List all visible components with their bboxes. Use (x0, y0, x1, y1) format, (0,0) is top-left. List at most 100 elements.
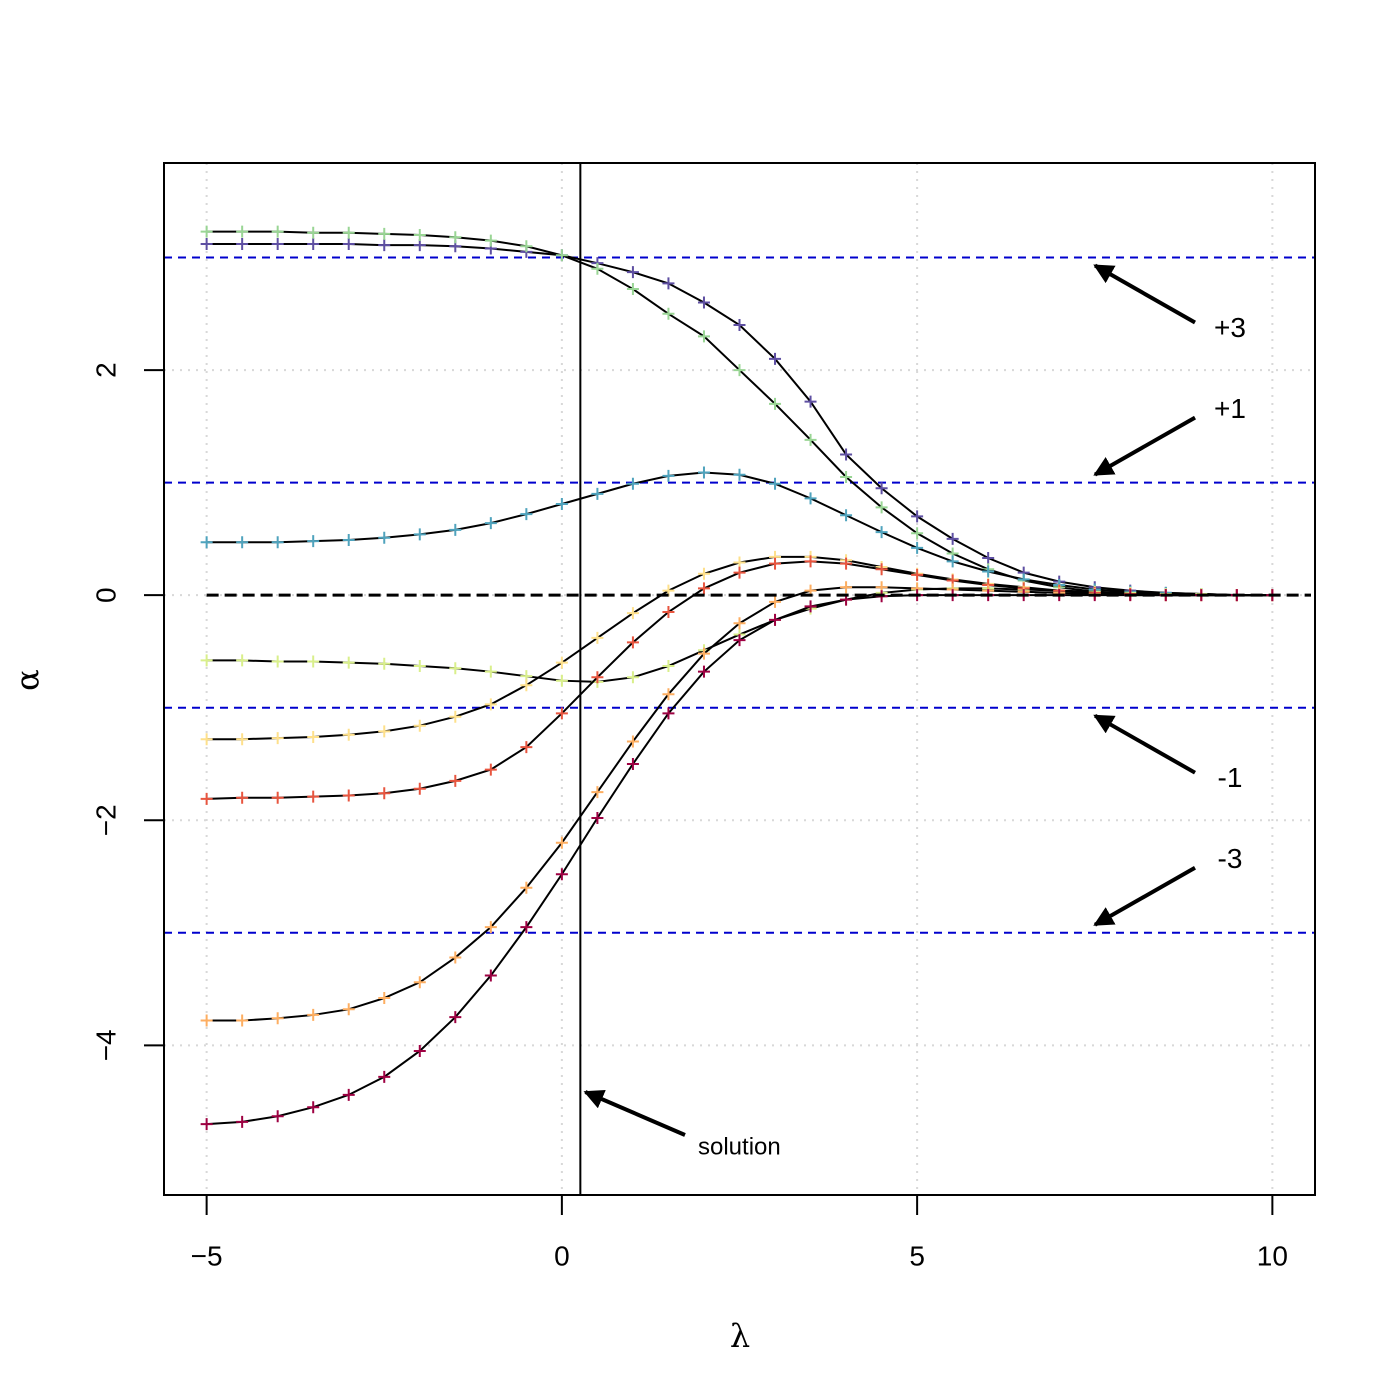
point-marker (697, 582, 710, 595)
point-marker (307, 238, 320, 251)
point-marker (413, 239, 426, 252)
point-marker (555, 497, 568, 510)
point-marker (769, 397, 782, 410)
annotation-label: +1 (1214, 393, 1246, 424)
point-marker (413, 660, 426, 673)
series-line (206, 230, 1273, 597)
point-marker (804, 433, 817, 446)
point-marker (236, 733, 249, 746)
point-marker (236, 791, 249, 804)
point-marker (520, 508, 533, 521)
point-marker (875, 563, 888, 576)
point-marker (697, 567, 710, 580)
point-marker (626, 735, 639, 748)
point-marker (378, 1070, 391, 1083)
point-marker (413, 1044, 426, 1057)
point-marker (307, 226, 320, 239)
point-marker (271, 732, 284, 745)
point-marker (804, 492, 817, 505)
point-marker (307, 655, 320, 668)
point-marker (769, 477, 782, 490)
point-marker (662, 469, 675, 482)
point-marker (200, 1014, 213, 1027)
point-marker (236, 654, 249, 667)
point-marker (982, 565, 995, 578)
point-marker (449, 662, 462, 675)
point-marker (697, 330, 710, 343)
series-line (206, 555, 1273, 741)
point-marker (946, 532, 959, 545)
point-marker (840, 448, 853, 461)
point-marker (555, 707, 568, 720)
y-tick-label: 0 (90, 587, 121, 603)
point-marker (520, 240, 533, 253)
point-marker (591, 262, 604, 275)
point-marker (769, 595, 782, 608)
point-marker (733, 468, 746, 481)
point-marker (378, 531, 391, 544)
point-marker (236, 238, 249, 251)
y-tick-label: −4 (90, 1029, 121, 1061)
point-marker (626, 757, 639, 770)
point-marker (378, 725, 391, 738)
y-tick-label: 2 (90, 362, 121, 378)
annotation-label: -1 (1218, 762, 1243, 793)
point-marker (591, 487, 604, 500)
point-marker (484, 969, 497, 982)
point-marker (413, 719, 426, 732)
plot-frame (163, 162, 1316, 1196)
point-marker (271, 655, 284, 668)
point-marker (271, 1110, 284, 1123)
annotation-arrow (1093, 866, 1196, 927)
point-marker (840, 557, 853, 570)
point-marker (662, 307, 675, 320)
annotation-arrow (583, 1089, 686, 1137)
annotation-arrow (1093, 263, 1196, 325)
point-marker (911, 541, 924, 554)
point-marker (911, 527, 924, 540)
x-tick-label: 5 (909, 1240, 925, 1271)
point-marker (378, 227, 391, 240)
y-axis-title: α (9, 669, 47, 691)
point-marker (342, 1003, 355, 1016)
point-marker (200, 654, 213, 667)
point-marker (591, 786, 604, 799)
point-marker (769, 352, 782, 365)
point-marker (236, 1115, 249, 1128)
point-marker (733, 617, 746, 630)
point-marker (378, 239, 391, 252)
point-marker (307, 730, 320, 743)
point-marker (591, 671, 604, 684)
point-marker (875, 482, 888, 495)
point-marker (840, 509, 853, 522)
point-marker (449, 1011, 462, 1024)
series-line (206, 560, 1273, 800)
point-marker (804, 395, 817, 408)
point-marker (626, 266, 639, 279)
point-marker (662, 707, 675, 720)
point-marker (236, 1014, 249, 1027)
point-marker (236, 225, 249, 238)
point-marker (733, 364, 746, 377)
point-marker (449, 774, 462, 787)
point-marker (378, 787, 391, 800)
x-tick-label: 0 (554, 1240, 570, 1271)
point-marker (307, 790, 320, 803)
point-marker (555, 249, 568, 262)
point-marker (733, 319, 746, 332)
point-marker (804, 600, 817, 613)
point-marker (520, 881, 533, 894)
point-marker (626, 671, 639, 684)
point-marker (982, 552, 995, 565)
point-marker (946, 555, 959, 568)
point-marker (697, 647, 710, 660)
point-marker (342, 1088, 355, 1101)
point-marker (520, 741, 533, 754)
point-marker (733, 634, 746, 647)
point-marker (200, 536, 213, 549)
point-marker (271, 1012, 284, 1025)
point-marker (804, 555, 817, 568)
point-marker (271, 238, 284, 251)
